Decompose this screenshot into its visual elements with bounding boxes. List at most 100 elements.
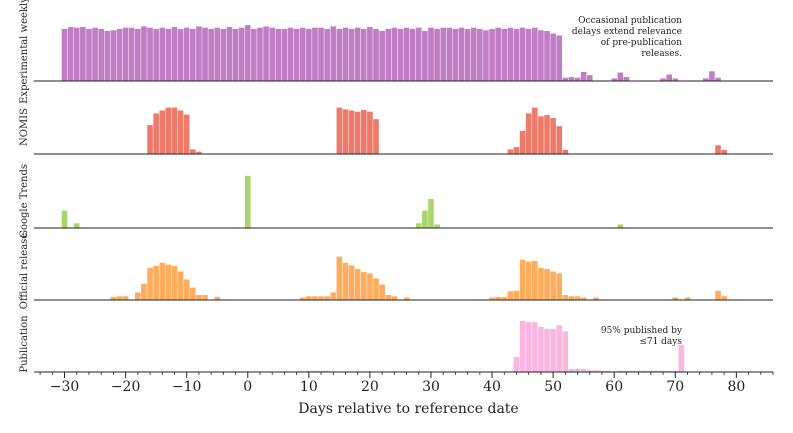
experimental-weekly-bar [397, 29, 404, 81]
experimental-weekly-bar [434, 29, 440, 81]
nomis-bar [513, 147, 520, 154]
experimental-weekly-bar [562, 77, 569, 81]
x-tick-label: 60 [605, 379, 623, 395]
google-trends-bar [428, 199, 434, 228]
google-trends-bar [415, 223, 422, 228]
official-release-bar [110, 296, 117, 300]
x-tick-label: 40 [483, 379, 501, 395]
google-trends-bar [73, 223, 80, 228]
official-release-bar [513, 290, 520, 300]
official-release-bar [379, 284, 385, 300]
experimental-weekly-bar [379, 30, 385, 81]
experimental-weekly-bar [544, 30, 550, 81]
experimental-weekly-bar [165, 29, 172, 81]
experimental-weekly-bar [470, 27, 477, 81]
experimental-weekly-bar [409, 29, 416, 81]
experimental-weekly-bar [415, 27, 422, 81]
experimental-weekly-bar [318, 27, 324, 81]
official-release-bar [318, 296, 324, 300]
experimental-weekly-bar [525, 29, 532, 81]
official-release-bar [684, 297, 691, 300]
experimental-weekly-bar [532, 27, 538, 81]
experimental-weekly-bar [477, 29, 483, 81]
publication-bar [654, 370, 660, 372]
publication-bar [660, 370, 666, 372]
official-release-bar [562, 295, 569, 300]
experimental-weekly-bar [232, 29, 239, 81]
official-release-bar [495, 296, 501, 300]
x-tick-label: 70 [666, 379, 684, 395]
experimental-weekly-bar [428, 27, 434, 81]
nomis-bar [348, 110, 355, 154]
experimental-weekly-bar [293, 29, 300, 81]
experimental-weekly-bar [586, 75, 593, 81]
x-tick-label: 50 [544, 379, 562, 395]
experimental-weekly-bar [61, 29, 68, 81]
experimental-weekly-bar [92, 27, 98, 81]
nomis-bar [177, 110, 184, 154]
experimental-weekly-bar [171, 27, 178, 81]
official-release-bar [538, 267, 544, 300]
nomis-bar [556, 126, 563, 154]
experimental-weekly-bar [147, 27, 153, 81]
publication-bar [672, 370, 679, 372]
experimental-weekly-bar [86, 29, 92, 81]
official-release-bar [489, 297, 495, 300]
nomis-bar [721, 149, 727, 154]
nomis-bar [519, 130, 526, 154]
official-release-bar [715, 290, 721, 300]
official-release-bar [568, 296, 575, 300]
nomis-bar [354, 111, 361, 154]
nomis-bar [189, 149, 196, 154]
nomis-bar [715, 145, 721, 154]
publication-bar [617, 370, 624, 372]
experimental-weekly-bar [269, 27, 275, 81]
official-release-bar [348, 265, 355, 300]
experimental-weekly-bar [568, 77, 575, 81]
official-release-bar [342, 262, 349, 300]
experimental-weekly-bar [489, 29, 495, 81]
experimental-weekly-annotation-line: delays extend relevance [572, 27, 682, 37]
experimental-weekly-bar [556, 35, 563, 81]
official-release-bar [672, 297, 679, 300]
experimental-weekly-annotation-line: Occasional publication [578, 16, 682, 26]
experimental-weekly-bar [703, 78, 709, 81]
official-release-bar [501, 296, 508, 300]
experimental-weekly-bar [135, 29, 141, 81]
official-release-bar [593, 297, 599, 300]
google-trends-bar [434, 224, 440, 228]
publication-bar [635, 370, 642, 372]
publication-bar [525, 322, 532, 372]
official-release-bar [306, 296, 312, 300]
experimental-weekly-bar [611, 78, 618, 81]
experimental-weekly-bar [159, 27, 166, 81]
official-release-bar [525, 261, 532, 300]
google-trends-bar [422, 210, 428, 228]
experimental-weekly-bar [422, 30, 428, 81]
official-release-bar [361, 272, 367, 300]
official-release-bar [165, 264, 172, 300]
experimental-weekly-bar [458, 27, 465, 81]
x-tick-label: −10 [172, 379, 202, 395]
experimental-weekly-bar [574, 77, 581, 81]
x-axis-title: Days relative to reference date [298, 401, 518, 417]
publication-bar [312, 370, 318, 372]
publication-bar [623, 370, 630, 372]
official-release-bar [580, 297, 587, 300]
x-tick-label: 20 [361, 379, 379, 395]
publication-bar [538, 327, 544, 372]
official-release-bar [519, 259, 526, 300]
experimental-weekly-bar [623, 77, 630, 81]
experimental-weekly-bar [141, 26, 147, 81]
experimental-weekly-bar [550, 33, 556, 81]
x-tick-label: 0 [243, 379, 252, 395]
official-release-bar [171, 265, 178, 300]
official-release-bar [385, 295, 392, 300]
official-release-bar [550, 271, 556, 300]
experimental-weekly-bar [617, 72, 624, 81]
publication-bar [562, 331, 569, 372]
publication-bar [306, 370, 312, 372]
experimental-weekly-bar [67, 27, 74, 81]
official-release-bar [367, 273, 373, 300]
